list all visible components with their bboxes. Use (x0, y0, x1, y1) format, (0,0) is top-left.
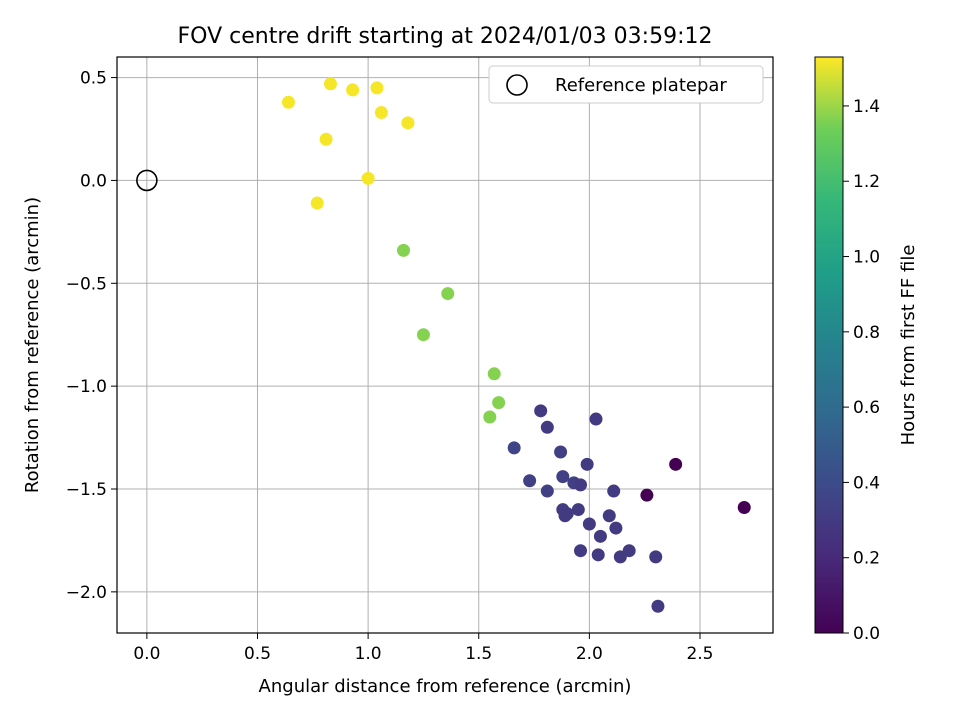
data-point (397, 243, 411, 257)
data-point (487, 367, 501, 381)
data-point (571, 503, 585, 517)
legend-marker (506, 74, 528, 96)
data-point (361, 171, 375, 185)
plot-area (116, 56, 774, 634)
colorbar: 0.0 0.2 0.4 0.6 0.8 1.0 1.2 1.4 Hours from firs… (814, 56, 919, 644)
data-points (281, 77, 751, 613)
data-point (370, 81, 384, 95)
data-point (609, 521, 623, 535)
legend-label: Reference platepar (555, 75, 727, 96)
data-point (534, 404, 548, 418)
data-point (492, 396, 506, 410)
data-point (401, 116, 415, 130)
colorbar-tick-label: 0.8 (853, 323, 880, 343)
data-point (507, 441, 521, 455)
data-point (558, 509, 572, 523)
colorbar-ticks: 0.0 0.2 0.4 0.6 0.8 1.0 1.2 1.4 (843, 97, 880, 644)
data-point (737, 501, 751, 515)
data-point (441, 287, 455, 301)
x-tick-label: 1.5 (465, 644, 492, 664)
colorbar-tick-label: 1.4 (853, 97, 880, 117)
x-axis-ticks: 0.0 0.5 1.0 1.5 2.0 2.5 (133, 633, 714, 664)
data-point (416, 328, 430, 342)
plot-frame (116, 56, 774, 634)
y-tick-label: 0.0 (80, 171, 107, 191)
data-point (582, 517, 596, 531)
y-tick-label: −1.0 (66, 377, 107, 397)
data-point (651, 599, 665, 613)
colorbar-tick-label: 0.0 (853, 624, 880, 644)
x-tick-label: 0.5 (244, 644, 271, 664)
data-point (319, 132, 333, 146)
chart-title: FOV centre drift starting at 2024/01/03 … (178, 24, 713, 49)
data-point (589, 412, 603, 426)
data-point (669, 457, 683, 471)
plot-background (117, 57, 773, 633)
y-tick-label: −2.0 (66, 583, 107, 603)
y-tick-label: 0.5 (80, 69, 107, 89)
y-tick-label: −1.5 (66, 480, 107, 500)
colorbar-strip (814, 56, 844, 634)
data-point (281, 95, 295, 109)
data-point (574, 544, 588, 558)
data-point (556, 470, 570, 484)
data-point (591, 548, 605, 562)
data-point (540, 420, 554, 434)
data-point (574, 478, 588, 492)
x-tick-label: 1.0 (355, 644, 382, 664)
y-axis-label: Rotation from reference (arcmin) (22, 197, 43, 493)
grid (117, 57, 773, 633)
colorbar-tick-label: 1.0 (853, 248, 880, 268)
reference-marker (136, 169, 158, 192)
y-tick-label: −0.5 (66, 274, 107, 294)
legend-box (488, 65, 764, 104)
data-point (554, 445, 568, 459)
data-point (310, 196, 324, 210)
x-axis-label: Angular distance from reference (arcmin) (259, 676, 632, 697)
colorbar-label: Hours from first FF file (898, 245, 919, 446)
data-point (593, 529, 607, 543)
data-point (607, 484, 621, 498)
y-axis-ticks: −2.0 −1.5 −1.0 −0.5 0.0 0.5 (66, 69, 117, 603)
colorbar-tick-label: 0.2 (853, 549, 880, 569)
x-tick-label: 0.0 (133, 644, 160, 664)
colorbar-tick-label: 1.2 (853, 172, 880, 192)
data-point (640, 488, 654, 502)
data-point (602, 509, 616, 523)
data-point (649, 550, 663, 564)
data-point (523, 474, 537, 488)
data-point (580, 457, 594, 471)
colorbar-tick-label: 0.6 (853, 398, 880, 418)
data-point (622, 544, 636, 558)
x-tick-label: 2.0 (576, 644, 603, 664)
x-tick-label: 2.5 (686, 644, 713, 664)
data-point (540, 484, 554, 498)
data-point (483, 410, 497, 424)
data-point (346, 83, 360, 97)
legend: Reference platepar (488, 65, 764, 104)
data-point (324, 77, 338, 91)
colorbar-tick-label: 0.4 (853, 473, 880, 493)
data-point (374, 106, 388, 120)
